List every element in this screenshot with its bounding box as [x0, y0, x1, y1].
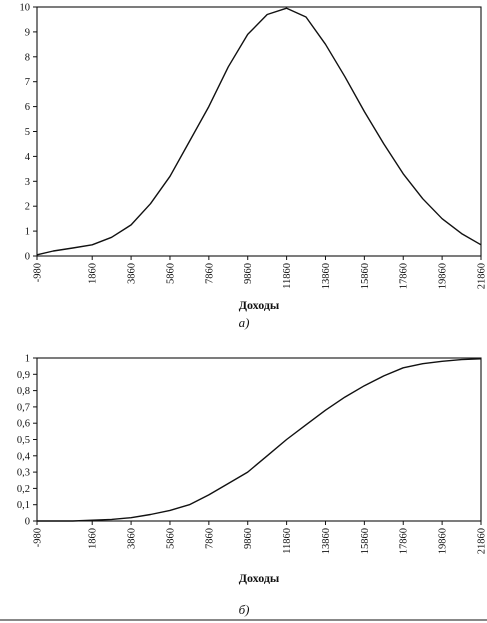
y-tick-label: 0,6	[17, 419, 30, 430]
cumulative-chart: 0 0,1 0,2 0,3 0,4 0,5 0,6 0,7 0,8 0,9 1 -980 1860 386…	[17, 354, 487, 618]
y-tick-label: 3	[25, 177, 30, 188]
x-axis-title: Доходы	[239, 571, 280, 585]
y-tick-label: 0,5	[17, 435, 30, 446]
x-tick-label: 21860	[477, 263, 487, 289]
x-tick-label: 19860	[438, 528, 449, 554]
x-tick-label: -980	[33, 528, 44, 547]
series-line	[37, 358, 482, 522]
y-tick-label: 0,2	[17, 484, 30, 495]
y-tick-label: 0,7	[17, 402, 30, 413]
x-tick-label: 9860	[243, 528, 254, 549]
figure-caption: б)	[239, 602, 250, 617]
x-tick-label: 17860	[399, 528, 410, 554]
y-tick-label: 0,9	[17, 370, 30, 381]
y-tick-label: 8	[25, 52, 30, 63]
y-tick-label: 4	[25, 152, 31, 163]
x-tick-label: -980	[33, 263, 44, 282]
x-tick-label: 3860	[127, 263, 138, 284]
y-tick-label: 9	[25, 27, 30, 38]
plot-area-frame	[36, 357, 482, 522]
y-tick-label: 5	[25, 127, 30, 138]
y-tick-label: 0,3	[17, 468, 30, 479]
y-tick-label: 0,1	[17, 500, 30, 511]
y-tick-label: 6	[25, 102, 30, 113]
plot-area-frame	[36, 6, 482, 257]
figure-caption: а)	[239, 315, 250, 330]
y-tick-label: 10	[20, 3, 31, 14]
density-chart: 0 1 2 3 4 5 6 7 8 9 10 -980 1860 3860 5860 7860 9860 1186…	[20, 3, 487, 331]
y-tick-label: 1	[25, 354, 30, 365]
x-tick-label: 3860	[127, 528, 138, 549]
x-tick-label: 15860	[360, 528, 371, 554]
x-tick-label: 5860	[165, 263, 176, 284]
y-tick-label: 0,8	[17, 386, 30, 397]
y-tick-label: 2	[25, 202, 30, 213]
x-tick-label: 11860	[282, 528, 293, 554]
x-tick-label: 19860	[438, 263, 449, 289]
x-tick-label: 7860	[204, 528, 215, 549]
y-tick-label: 0	[25, 517, 30, 528]
x-tick-label: 1860	[88, 263, 99, 284]
x-tick-label: 11860	[282, 263, 293, 289]
y-tick-label: 7	[25, 77, 30, 88]
x-tick-label: 15860	[360, 263, 371, 289]
series-line	[36, 7, 482, 256]
x-tick-label: 1860	[88, 528, 99, 549]
x-tick-label: 7860	[204, 263, 215, 284]
y-tick-label: 0,4	[17, 451, 31, 462]
y-tick-label: 1	[25, 227, 30, 238]
x-tick-label: 17860	[399, 263, 410, 289]
x-tick-label: 21860	[477, 528, 487, 554]
x-tick-label: 5860	[165, 528, 176, 549]
x-tick-label: 13860	[321, 263, 332, 289]
x-tick-label: 13860	[321, 528, 332, 554]
y-tick-label: 0	[25, 252, 30, 263]
x-tick-label: 9860	[243, 263, 254, 284]
x-axis-title: Доходы	[239, 298, 280, 312]
